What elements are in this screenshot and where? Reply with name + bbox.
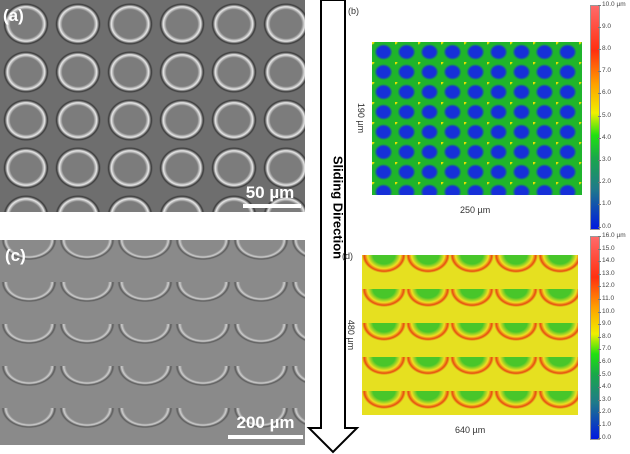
tick: 14.0 bbox=[598, 257, 615, 265]
tick: 8.0 bbox=[597, 45, 612, 52]
height-map-d bbox=[362, 255, 578, 415]
tick: 4.0 bbox=[597, 383, 612, 391]
width-dim-d: 640 µm bbox=[455, 425, 486, 435]
tick: 2.0 bbox=[597, 178, 612, 185]
tick: 11.0 bbox=[597, 295, 615, 302]
panel-label-b: (b) bbox=[348, 6, 359, 16]
height-map-b bbox=[372, 42, 582, 195]
tick: 9.0 bbox=[597, 320, 612, 328]
tick: 10.0 bbox=[598, 307, 615, 315]
tick: 7.0 bbox=[597, 345, 612, 353]
tick: 5.0 bbox=[597, 370, 612, 378]
colorbar-d-ticks: 16.0 µm 15.0 14.0 13.0 12.0 11.0 10.0 9.… bbox=[590, 232, 630, 442]
tick: 6.0 bbox=[597, 89, 612, 96]
scale-label-c: 200 µm bbox=[236, 413, 295, 432]
sliding-direction-label: Sliding Direction bbox=[330, 155, 346, 260]
width-dim-b: 250 µm bbox=[460, 205, 491, 215]
tick: 15.0 bbox=[598, 244, 615, 252]
scale-bar-c bbox=[228, 435, 303, 439]
tick: 3.0 bbox=[597, 395, 612, 403]
scale-bar-a bbox=[243, 204, 301, 208]
scale-label-a: 50 µm bbox=[245, 183, 295, 202]
sem-image-c: (c) 200 µm bbox=[0, 240, 305, 445]
tick: 16.0 µm bbox=[598, 232, 626, 239]
tick: 1.0 bbox=[597, 200, 612, 207]
tick: 7.0 bbox=[597, 67, 612, 74]
sem-image-a: (a) 50 µm bbox=[0, 0, 305, 212]
tick: 0.0 bbox=[597, 433, 612, 441]
sliding-direction-arrow bbox=[306, 0, 360, 454]
tick: 1.0 bbox=[597, 421, 612, 428]
colorbar-d bbox=[590, 236, 600, 440]
tick: 6.0 bbox=[597, 358, 612, 365]
tick: 5.0 bbox=[597, 112, 612, 119]
tick: 4.0 bbox=[597, 134, 612, 141]
height-dim-d: 480 µm bbox=[346, 319, 356, 351]
colorbar-b bbox=[590, 5, 600, 230]
panel-label-a: (a) bbox=[3, 6, 24, 25]
colorbar-b-ticks: 10.0 µm 9.0 8.0 7.0 6.0 5.0 4.0 3.0 2.0 … bbox=[590, 1, 630, 231]
tick: 2.0 bbox=[597, 408, 612, 416]
panel-label-d: (d) bbox=[342, 251, 353, 261]
tick: 9.0 bbox=[597, 23, 612, 30]
tick: 8.0 bbox=[597, 332, 612, 340]
height-dim-b: 190 µm bbox=[356, 102, 366, 134]
panel-label-c: (c) bbox=[5, 246, 26, 265]
tick: 0.0 bbox=[597, 223, 612, 230]
tick: 12.0 bbox=[598, 282, 615, 290]
tick: 13.0 bbox=[598, 269, 615, 277]
tick: 3.0 bbox=[597, 156, 612, 163]
tick: 10.0 µm bbox=[598, 1, 626, 8]
